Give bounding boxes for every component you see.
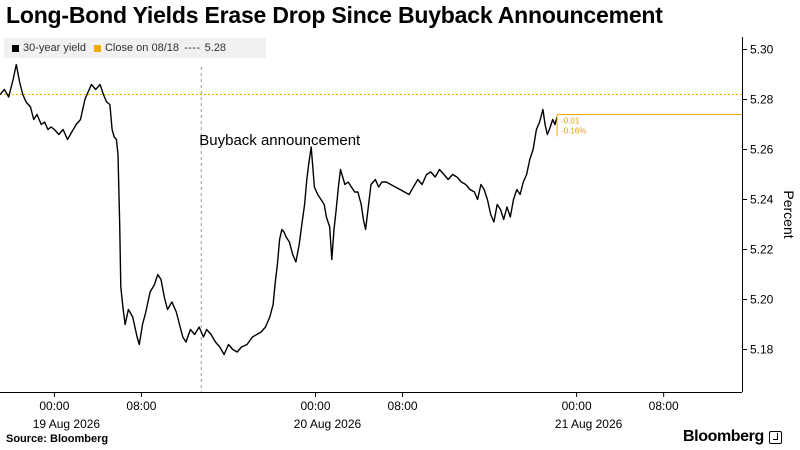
legend-item-close: Close on 08/18 ---- 5.28 — [93, 42, 227, 54]
y-tick-label: 5.18 — [750, 343, 774, 357]
y-tick-label: 5.30 — [750, 43, 774, 57]
chart-legend: 30-year yield Close on 08/18 ---- 5.28 — [4, 38, 266, 58]
x-tick-label: 08:00 — [126, 399, 156, 413]
change-annotation: -0.01 — [561, 117, 580, 126]
x-date-label: 19 Aug 2026 — [33, 417, 101, 431]
legend-item-yield: 30-year yield — [12, 42, 86, 54]
y-axis-label: Percent — [781, 190, 797, 238]
x-date-label: 21 Aug 2026 — [555, 417, 623, 431]
legend-label-close: Close on 08/18 — [104, 42, 179, 54]
x-tick-label: 00:00 — [39, 399, 69, 413]
y-tick-label: 5.26 — [750, 143, 774, 157]
x-tick-label: 00:00 — [300, 399, 330, 413]
x-date-label: 20 Aug 2026 — [294, 417, 362, 431]
x-tick-label: 08:00 — [649, 399, 679, 413]
legend-dash: ---- — [183, 42, 201, 54]
legend-swatch-black — [12, 44, 19, 52]
x-tick-label: 00:00 — [562, 399, 592, 413]
y-tick-label: 5.24 — [750, 193, 774, 207]
brand-name: Bloomberg — [683, 428, 764, 445]
legend-close-value: 5.28 — [204, 42, 227, 54]
source-note: Source: Bloomberg — [6, 433, 109, 445]
terminal-icon — [768, 430, 782, 444]
series-line-30yr — [0, 63, 558, 356]
bloomberg-logo: Bloomberg — [683, 428, 782, 446]
y-tick-label: 5.28 — [750, 93, 774, 107]
pct-change-annotation: -0.16% — [561, 127, 586, 136]
legend-label-yield: 30-year yield — [23, 42, 86, 54]
y-tick-label: 5.22 — [750, 243, 774, 257]
buyback-annotation: Buyback announcement — [199, 132, 361, 149]
x-tick-label: 08:00 — [388, 399, 418, 413]
chart-title: Long-Bond Yields Erase Drop Since Buybac… — [6, 2, 663, 28]
y-tick-label: 5.20 — [750, 293, 774, 307]
legend-swatch-orange — [93, 44, 101, 52]
